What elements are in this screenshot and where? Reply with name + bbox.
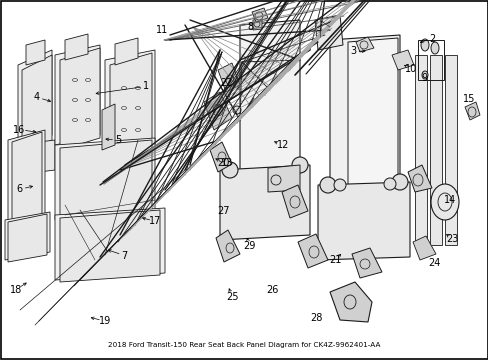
Polygon shape — [18, 50, 52, 150]
Text: 22: 22 — [220, 78, 232, 88]
Text: 23: 23 — [446, 234, 458, 244]
Polygon shape — [5, 212, 50, 260]
Polygon shape — [8, 214, 47, 262]
Polygon shape — [12, 132, 42, 227]
Polygon shape — [55, 45, 100, 145]
Polygon shape — [220, 165, 309, 240]
Text: 25: 25 — [225, 292, 238, 302]
Text: 12: 12 — [276, 140, 288, 150]
Polygon shape — [391, 50, 413, 70]
Polygon shape — [297, 234, 327, 268]
Polygon shape — [218, 63, 240, 92]
Polygon shape — [282, 185, 307, 218]
Polygon shape — [60, 48, 100, 150]
Bar — [414, 55, 426, 245]
Polygon shape — [209, 142, 231, 172]
Ellipse shape — [420, 39, 428, 51]
Polygon shape — [240, 20, 299, 175]
Polygon shape — [355, 37, 373, 52]
Polygon shape — [329, 35, 399, 195]
Text: 20: 20 — [217, 158, 229, 168]
Text: 2018 Ford Transit-150 Rear Seat Back Panel Diagram for CK4Z-9962401-AA: 2018 Ford Transit-150 Rear Seat Back Pan… — [107, 342, 380, 348]
Text: 17: 17 — [149, 216, 162, 226]
Polygon shape — [347, 38, 397, 200]
Polygon shape — [407, 165, 431, 192]
Text: 9: 9 — [421, 73, 427, 84]
Text: 7: 7 — [122, 251, 127, 261]
Polygon shape — [115, 38, 138, 65]
Bar — [429, 55, 441, 245]
Polygon shape — [22, 55, 52, 155]
Text: 26: 26 — [266, 285, 279, 295]
Text: 8: 8 — [247, 22, 253, 32]
Polygon shape — [314, 15, 342, 50]
Polygon shape — [60, 210, 160, 282]
Ellipse shape — [430, 42, 438, 54]
Polygon shape — [329, 282, 371, 322]
Text: 18: 18 — [9, 285, 22, 295]
Ellipse shape — [222, 162, 238, 178]
Polygon shape — [105, 50, 155, 155]
Polygon shape — [102, 104, 115, 150]
Text: 14: 14 — [443, 195, 455, 205]
Polygon shape — [55, 208, 164, 280]
Polygon shape — [317, 182, 409, 260]
Text: 3: 3 — [349, 46, 355, 56]
Polygon shape — [26, 40, 45, 65]
Text: 27: 27 — [217, 206, 229, 216]
Ellipse shape — [232, 106, 241, 114]
Text: 4: 4 — [34, 92, 40, 102]
Polygon shape — [65, 34, 88, 60]
Ellipse shape — [383, 178, 395, 190]
Polygon shape — [55, 138, 155, 220]
Polygon shape — [216, 230, 240, 262]
Text: 21: 21 — [328, 255, 341, 265]
Bar — [417, 40, 443, 80]
Polygon shape — [267, 165, 299, 192]
Ellipse shape — [291, 157, 307, 173]
Polygon shape — [464, 102, 479, 120]
Ellipse shape — [430, 184, 458, 220]
Text: 13: 13 — [220, 158, 233, 168]
Ellipse shape — [333, 179, 346, 191]
Text: 29: 29 — [243, 240, 255, 251]
Text: 11: 11 — [156, 24, 168, 35]
Polygon shape — [252, 19, 262, 30]
Polygon shape — [110, 53, 152, 160]
Ellipse shape — [421, 71, 427, 79]
Text: 10: 10 — [404, 64, 416, 74]
Text: 19: 19 — [99, 316, 111, 326]
Text: 15: 15 — [462, 94, 475, 104]
Text: 24: 24 — [427, 258, 440, 268]
Ellipse shape — [391, 174, 407, 190]
Text: 28: 28 — [310, 312, 323, 323]
Polygon shape — [8, 130, 45, 225]
Text: 2: 2 — [429, 33, 435, 44]
Text: 5: 5 — [115, 135, 121, 145]
Text: 6: 6 — [17, 184, 22, 194]
Text: 1: 1 — [142, 81, 148, 91]
Polygon shape — [251, 8, 267, 22]
Polygon shape — [203, 92, 231, 130]
Polygon shape — [412, 236, 435, 260]
Polygon shape — [15, 140, 55, 175]
Polygon shape — [351, 248, 381, 278]
Text: 16: 16 — [13, 125, 26, 135]
Polygon shape — [60, 140, 152, 222]
Bar — [444, 55, 456, 245]
Ellipse shape — [319, 177, 335, 193]
